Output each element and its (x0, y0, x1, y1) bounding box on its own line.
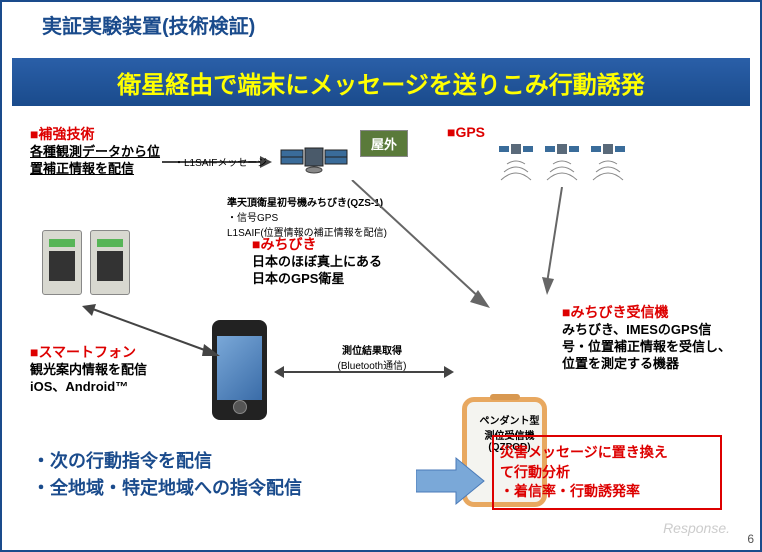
server-icon (90, 230, 130, 295)
receiver-label: ■みちびき受信機 (562, 302, 732, 322)
bt-line2: (Bluetooth通信) (322, 357, 422, 372)
bullet-2: ・全地域・特定地域への指令配信 (32, 475, 302, 502)
outdoor-badge: 屋外 (360, 130, 408, 157)
arrow-server-phone (82, 304, 222, 364)
page-number: 6 (747, 532, 754, 546)
disaster-box: 災害メッセージに置き換え て行動分析 ・着信率・行動誘発率 (492, 435, 722, 510)
bt-caption: 測位結果取得 (Bluetooth通信) (322, 342, 422, 372)
gps-sat-icon (543, 142, 581, 192)
smartphone-text1: 観光案内情報を配信 (30, 362, 190, 379)
server-icon (42, 230, 82, 295)
gps-label: ■GPS (447, 124, 485, 140)
thick-arrow-icon (416, 456, 486, 506)
bt-line1: 測位結果取得 (322, 342, 422, 357)
reinforce-block: ■補強技術 各種観測データから位置補正情報を配信 (30, 124, 170, 178)
satellite-icon (277, 130, 352, 190)
server-icons (42, 230, 130, 300)
bullet-1: ・次の行動指令を配信 (32, 448, 302, 475)
smartphone-text2: iOS、Android™ (30, 379, 190, 396)
disaster-line1: 災害メッセージに置き換え (500, 443, 714, 463)
reinforce-text: 各種観測データから位置補正情報を配信 (30, 144, 170, 178)
blue-bullets: ・次の行動指令を配信 ・全地域・特定地域への指令配信 (32, 448, 302, 502)
disaster-line3: ・着信率・行動誘発率 (500, 482, 714, 502)
gps-sat-icon (589, 142, 627, 192)
slide-container: 実証実験装置(技術検証) 衛星経由で端末にメッセージを送りこみ行動誘発 ■補強技… (0, 0, 762, 552)
arrow-sat-to-receiver (342, 180, 522, 320)
recv-name1: ペンダント型 (467, 412, 552, 427)
arrow-gps-to-receiver (542, 187, 592, 297)
disaster-line2: て行動分析 (500, 463, 714, 483)
l1saif-label: ・L1SAIFメッセージ (174, 154, 267, 169)
reinforce-label: ■補強技術 (30, 124, 170, 144)
main-title-bar: 衛星経由で端末にメッセージを送りこみ行動誘発 (12, 58, 750, 106)
subtitle: 実証実験装置(技術検証) (42, 10, 255, 39)
receiver-text: みちびき、IMESのGPS信号・位置補正情報を受信し、位置を測定する機器 (562, 322, 732, 373)
watermark: Response. (663, 520, 730, 536)
receiver-block: ■みちびき受信機 みちびき、IMESのGPS信号・位置補正情報を受信し、位置を測… (562, 302, 732, 373)
